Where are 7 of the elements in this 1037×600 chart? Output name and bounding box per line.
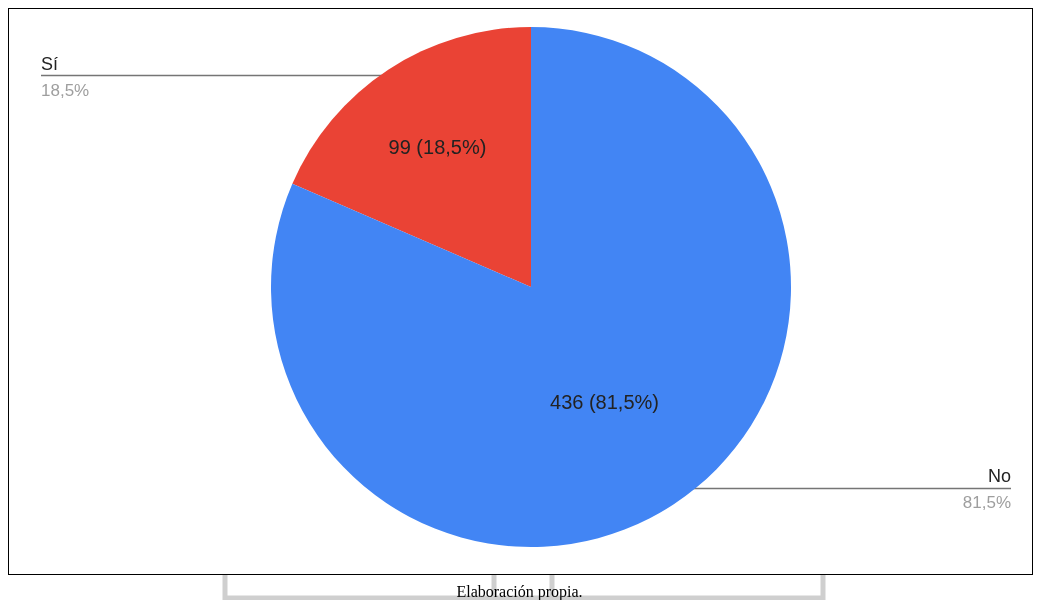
data-label: 99 (18,5%) — [388, 136, 487, 159]
slice-label: Sí — [41, 53, 59, 74]
data-label: 436 (81,5%) — [550, 390, 660, 413]
text: Elaboración propia. — [455, 583, 584, 600]
text: 18,5% — [41, 80, 90, 100]
text: 81,5% — [962, 493, 1011, 513]
slice-label: No — [987, 466, 1011, 487]
